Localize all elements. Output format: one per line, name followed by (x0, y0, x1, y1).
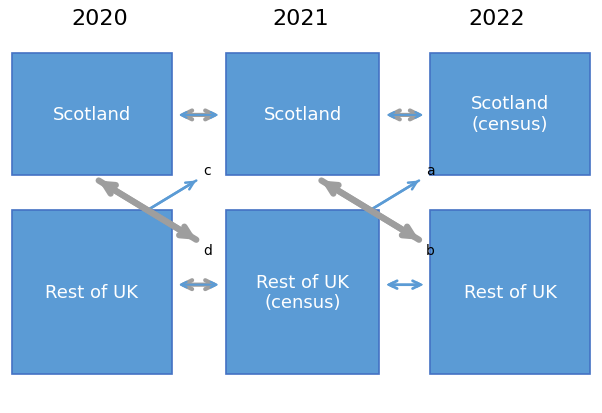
Text: b: b (426, 244, 435, 258)
FancyBboxPatch shape (12, 211, 172, 374)
Text: d: d (203, 244, 213, 258)
Text: Scotland: Scotland (264, 106, 341, 123)
Text: Rest of UK: Rest of UK (464, 283, 557, 301)
Text: 2022: 2022 (468, 9, 525, 28)
Text: 2021: 2021 (273, 9, 329, 28)
Text: a: a (426, 164, 435, 178)
Text: Scotland: Scotland (53, 106, 131, 123)
Text: Rest of UK: Rest of UK (45, 283, 138, 301)
Text: Scotland
(census): Scotland (census) (471, 95, 549, 134)
FancyBboxPatch shape (226, 54, 379, 176)
Text: Rest of UK
(census): Rest of UK (census) (256, 273, 349, 311)
FancyBboxPatch shape (226, 211, 379, 374)
Text: 2020: 2020 (71, 9, 128, 28)
FancyBboxPatch shape (430, 54, 590, 176)
FancyBboxPatch shape (12, 54, 172, 176)
FancyBboxPatch shape (430, 211, 590, 374)
Text: c: c (203, 164, 211, 178)
